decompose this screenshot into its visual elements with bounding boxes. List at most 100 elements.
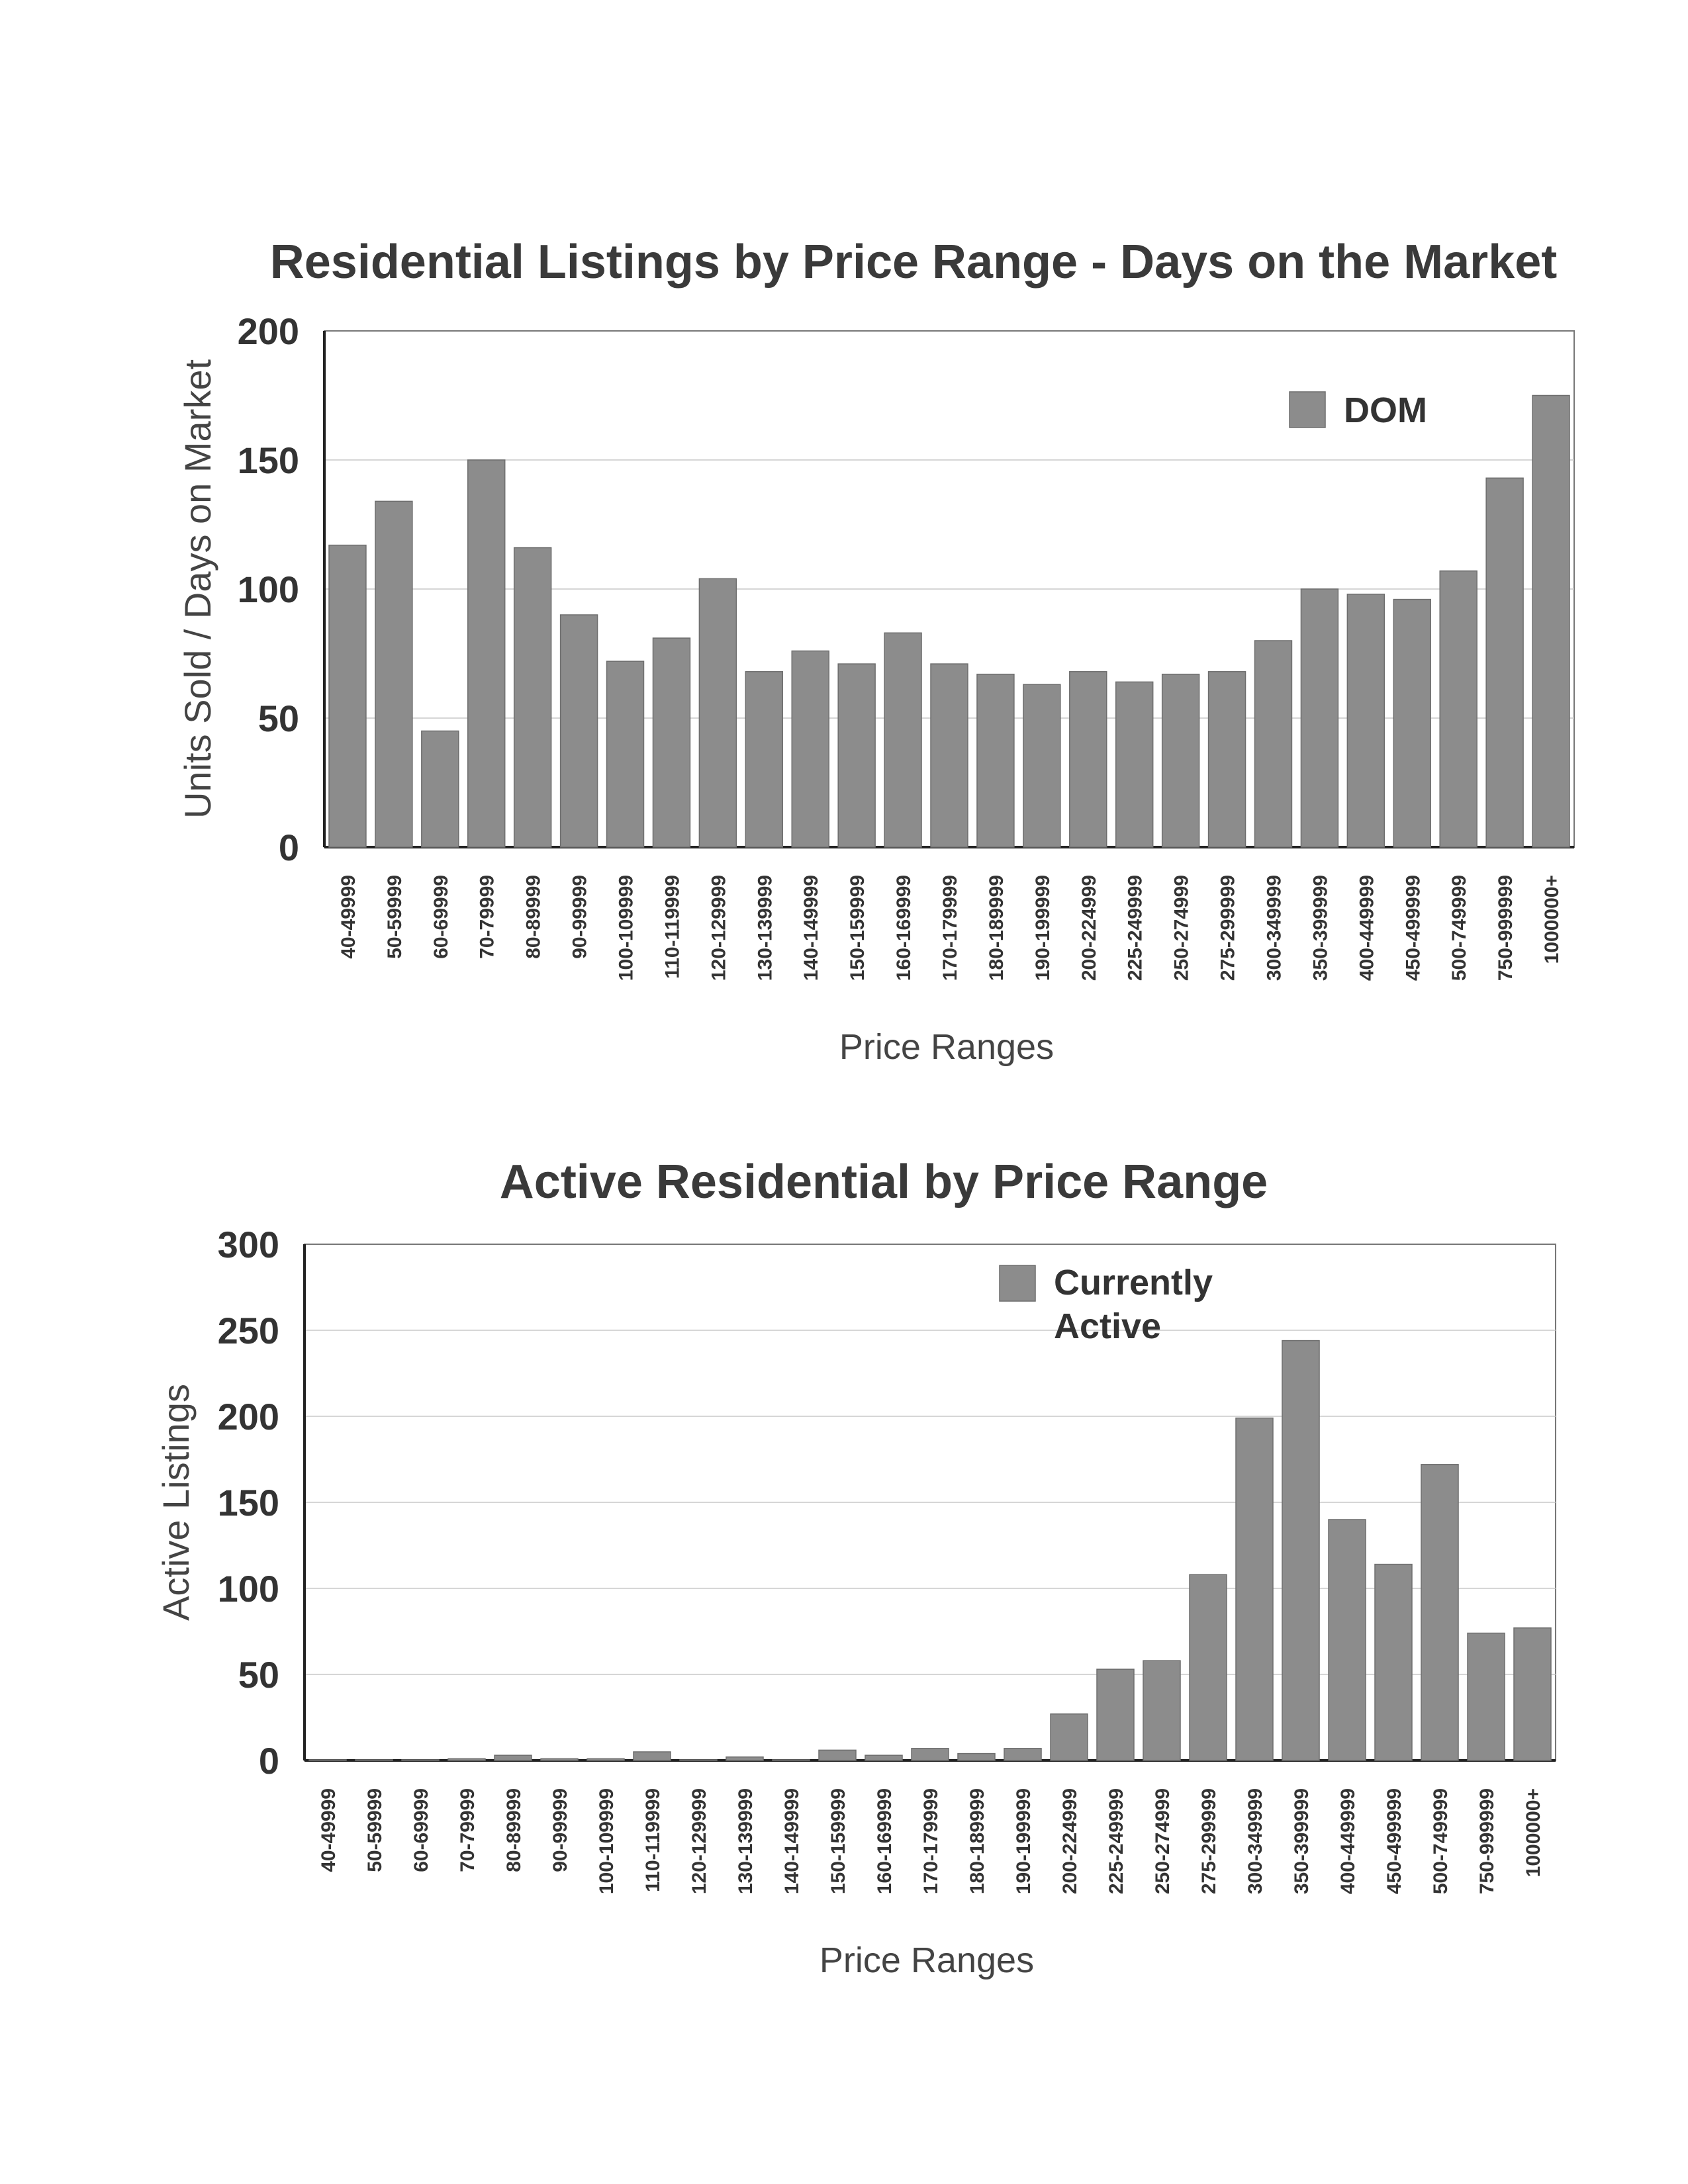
y-tick-label: 250 <box>218 1310 279 1351</box>
x-tick-label: 70-79999 <box>457 1788 479 1872</box>
x-tick-label: 190-199999 <box>1032 875 1054 981</box>
x-tick-label: 60-69999 <box>430 875 452 959</box>
x-tick-label: 60-69999 <box>410 1788 432 1872</box>
x-tick-label: 40-49999 <box>318 1788 340 1872</box>
x-tick-label: 110-119999 <box>661 875 683 979</box>
x-tick-label: 275-299999 <box>1198 1788 1220 1894</box>
x-tick-label: 180-189999 <box>986 875 1008 981</box>
x-tick-label: 140-149999 <box>781 1788 803 1894</box>
bar <box>976 673 1015 848</box>
y-tick-label: 100 <box>238 569 299 610</box>
bar <box>1393 598 1431 848</box>
x-tick-label: 40-49999 <box>338 875 359 959</box>
bar <box>421 730 459 848</box>
x-tick-label: 110-119999 <box>642 1788 664 1892</box>
legend-swatch <box>1289 391 1326 428</box>
x-tick-label: 100-109999 <box>616 875 637 981</box>
bar <box>467 459 506 848</box>
bar <box>837 663 876 848</box>
bar <box>698 578 737 848</box>
x-tick-label: 200-224999 <box>1059 1788 1081 1894</box>
x-tick-label: 1000000+ <box>1541 875 1563 964</box>
x-tick-label: 120-129999 <box>688 1788 710 1894</box>
bar <box>559 614 598 848</box>
x-tick-label: 300-349999 <box>1263 875 1285 981</box>
x-tick-label: 500-749999 <box>1430 1788 1452 1894</box>
x-tick-label: 100-109999 <box>596 1788 618 1894</box>
x-axis-title: Price Ranges <box>820 1940 1034 1980</box>
bar <box>652 637 691 848</box>
x-tick-label: 350-399999 <box>1309 875 1331 981</box>
x-tick-label: 450-499999 <box>1402 875 1424 981</box>
legend: DOM <box>1289 390 1427 430</box>
bar <box>1532 394 1570 848</box>
x-tick-label: 225-249999 <box>1105 1788 1127 1894</box>
x-tick-label: 150-159999 <box>827 1788 849 1894</box>
x-tick-label: 350-399999 <box>1291 1788 1313 1894</box>
x-tick-label: 50-59999 <box>364 1788 386 1872</box>
bar <box>375 500 413 848</box>
bar <box>1439 570 1477 848</box>
bar <box>1207 671 1246 848</box>
y-tick-label: 150 <box>218 1482 279 1524</box>
x-tick-label: 90-99999 <box>569 875 591 959</box>
bar <box>911 1748 949 1761</box>
x-tick-label: 150-159999 <box>847 875 868 981</box>
bar <box>1282 1340 1320 1761</box>
y-tick-label: 50 <box>238 1654 279 1696</box>
bar <box>791 650 829 848</box>
x-axis-title: Price Ranges <box>839 1027 1054 1067</box>
x-tick-label: 160-169999 <box>893 875 915 981</box>
x-tick-label: 160-169999 <box>874 1788 896 1894</box>
bar <box>1485 477 1524 848</box>
bar <box>865 1754 903 1761</box>
chart-2: Active Residential by Price Range 0 50 100 1… <box>155 1156 1556 1980</box>
chart-1: Residential Listings by Price Range - Da… <box>177 236 1575 1067</box>
x-tick-label: 50-59999 <box>384 875 406 959</box>
x-tick-label: 250-274999 <box>1171 875 1193 981</box>
bar <box>1004 1748 1042 1761</box>
bar <box>1300 588 1339 848</box>
y-tick-label: 0 <box>259 1740 279 1782</box>
x-tick-label: 200-224999 <box>1078 875 1100 981</box>
y-axis-title: Units Sold / Days on Market <box>177 359 218 819</box>
bar <box>1421 1464 1459 1761</box>
bar <box>328 544 367 848</box>
bar <box>1096 1668 1135 1761</box>
bar <box>1143 1660 1181 1761</box>
bar <box>957 1752 996 1761</box>
x-tick-label: 130-139999 <box>754 875 776 981</box>
x-tick-label: 190-199999 <box>1013 1788 1035 1894</box>
x-tick-label: 70-79999 <box>477 875 498 959</box>
bar <box>1328 1519 1366 1761</box>
bar <box>606 660 645 848</box>
x-tick-label: 400-449999 <box>1356 875 1378 981</box>
x-tick-label: 170-179999 <box>920 1788 942 1894</box>
x-tick-label: 170-179999 <box>939 875 961 981</box>
y-tick-label: 50 <box>258 698 299 739</box>
bar <box>494 1754 532 1761</box>
bar <box>884 632 922 848</box>
x-tick-label: 130-139999 <box>735 1788 757 1894</box>
x-tick-label: 250-274999 <box>1152 1788 1174 1894</box>
chart-title: Residential Listings by Price Range - Da… <box>270 236 1558 289</box>
x-tick-label: 225-249999 <box>1125 875 1147 981</box>
bar <box>513 547 552 848</box>
bar <box>1235 1417 1274 1761</box>
y-tick-label: 150 <box>238 439 299 481</box>
legend-label: Currently Active <box>1054 1263 1213 1346</box>
bar <box>1115 681 1154 848</box>
x-tick-label: 750-999999 <box>1495 875 1517 981</box>
x-tick-label: 450-499999 <box>1383 1788 1405 1894</box>
bar <box>447 1758 486 1761</box>
x-tick-label: 400-449999 <box>1337 1788 1359 1894</box>
bar <box>726 1756 764 1761</box>
x-tick-label: 80-89999 <box>523 875 545 959</box>
x-tick-label: 500-749999 <box>1448 875 1470 981</box>
x-tick-label: 140-149999 <box>800 875 822 981</box>
y-tick-label: 300 <box>218 1224 279 1265</box>
x-tick-label: 275-299999 <box>1217 875 1239 981</box>
bar <box>1467 1632 1505 1761</box>
bar <box>1374 1563 1413 1761</box>
